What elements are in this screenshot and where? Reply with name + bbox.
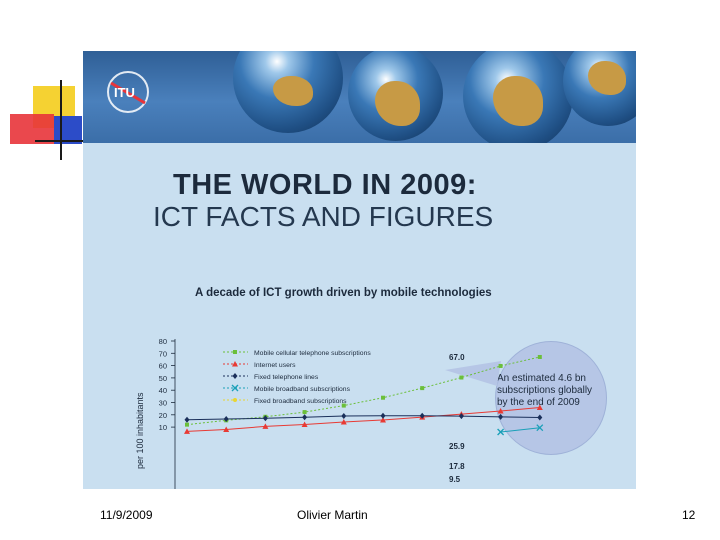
data-point: [302, 410, 307, 415]
data-point: [458, 413, 464, 420]
globe-banner: ITU: [83, 51, 636, 143]
legend-label: Internet users: [254, 362, 296, 369]
data-point: [184, 428, 190, 434]
blue-square-decoration: [54, 116, 82, 144]
data-point: [185, 422, 189, 427]
series-3: [497, 424, 544, 436]
data-point: [341, 413, 347, 420]
y-tick-label: 40: [159, 386, 167, 395]
y-tick-label: 20: [159, 411, 167, 420]
data-point: [380, 412, 386, 419]
data-point: [223, 415, 229, 422]
data-point: [340, 419, 347, 425]
data-point: [233, 350, 237, 354]
data-point: [262, 415, 268, 422]
title-line-2: ICT FACTS AND FIGURES: [153, 201, 494, 232]
data-point: [497, 407, 504, 414]
data-point: [537, 354, 542, 359]
y-tick-label: 70: [159, 349, 167, 358]
data-point: [262, 423, 269, 429]
series-2: [184, 412, 543, 423]
ict-growth-chart: per 100 inhabitants 80 70 60 50 40 30 20 10 Mob…: [135, 337, 544, 489]
data-point: [498, 413, 504, 420]
title-line-1: THE WORLD IN 2009:: [173, 169, 477, 201]
data-point: [302, 414, 308, 421]
data-point: [233, 398, 237, 402]
globe-1-land: [273, 76, 313, 106]
footer-date: 11/9/2009: [100, 508, 153, 522]
data-point: [536, 424, 544, 432]
end-value-label: 67.0: [449, 353, 465, 362]
y-tick-label: 80: [159, 337, 167, 346]
legend-label: Fixed broadband subscriptions: [254, 398, 347, 405]
callout-pointer: [445, 361, 501, 386]
legend-label: Fixed telephone lines: [254, 374, 319, 381]
data-point: [380, 416, 386, 423]
y-tick-label: 10: [159, 423, 167, 432]
series-1: [184, 404, 543, 434]
data-point: [381, 395, 385, 400]
ict-facts-image: ITU THE WORLD IN 2009: ICT FACTS AND FIG…: [83, 51, 636, 489]
y-axis-label: per 100 inhabitants: [135, 392, 145, 469]
series-line: [186, 407, 540, 432]
series-line: [186, 415, 540, 421]
chart-subtitle: A decade of ICT growth driven by mobile …: [195, 287, 492, 299]
callout-bubble: [495, 341, 607, 455]
y-tick-label: 50: [159, 374, 167, 383]
itu-logo-icon: ITU: [107, 71, 149, 113]
data-point: [497, 428, 505, 436]
callout-text: An estimated 4.6 bn subscriptions global…: [497, 373, 593, 408]
footer-page-number: 12: [682, 508, 696, 522]
data-point: [420, 386, 425, 391]
data-point: [341, 403, 346, 408]
data-point: [459, 375, 464, 380]
y-tick-label: 30: [159, 399, 167, 408]
footer-author: Olivier Martin: [297, 508, 368, 522]
data-point: [301, 421, 308, 428]
data-point: [232, 373, 238, 379]
end-value-label: 9.5: [449, 475, 461, 484]
itu-logo-text: ITU: [114, 85, 135, 100]
red-square-decoration: [10, 114, 54, 144]
end-value-label: 17.8: [449, 462, 465, 471]
legend-label: Mobile cellular telephone subscriptions: [254, 350, 371, 357]
data-point: [498, 363, 503, 368]
y-tick-label: 60: [159, 362, 167, 371]
data-point: [231, 384, 239, 392]
data-point: [537, 414, 543, 421]
legend-label: Mobile broadband subscriptions: [254, 386, 351, 393]
series-line: [500, 427, 540, 433]
data-point: [419, 412, 425, 419]
globe-3-land: [493, 76, 543, 126]
horizontal-line-decoration: [35, 140, 83, 142]
data-point: [184, 416, 190, 423]
globe-2-land: [375, 81, 420, 126]
data-point: [232, 361, 238, 367]
data-point: [536, 404, 543, 411]
vertical-line-decoration: [60, 80, 62, 160]
data-point: [223, 426, 230, 433]
end-value-label: 25.9: [449, 442, 465, 451]
globe-4-land: [588, 61, 626, 95]
